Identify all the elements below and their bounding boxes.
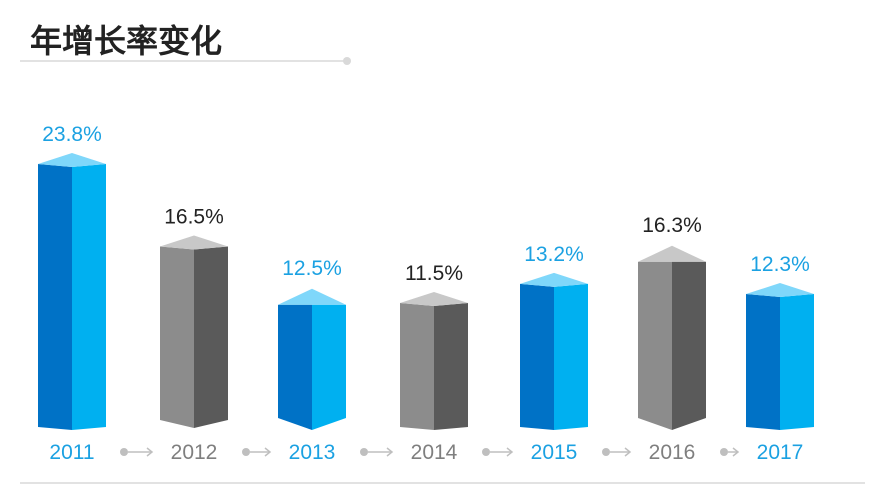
timeline-dot <box>360 448 368 456</box>
bar-front-face <box>746 294 780 430</box>
bar-side-face <box>672 261 706 430</box>
chart-title: 年增长率变化 <box>30 22 222 60</box>
value-label: 12.5% <box>282 257 342 280</box>
bar-side-face <box>780 294 814 430</box>
category-label: 2016 <box>649 441 696 464</box>
category-label: 2017 <box>757 441 804 464</box>
value-label: 12.3% <box>750 253 810 276</box>
arrow-head-icon <box>264 447 272 457</box>
bar-top-face <box>38 153 106 168</box>
value-label: 16.3% <box>642 214 702 237</box>
bar-front-face <box>400 303 434 430</box>
category-label: 2014 <box>411 441 458 464</box>
bars-layer <box>38 153 814 430</box>
arrow-head-icon <box>624 447 632 457</box>
bar-top-face <box>638 245 706 262</box>
timeline-arrow <box>360 447 394 457</box>
bar-front-face <box>160 246 194 428</box>
value-labels-layer: 23.8% 16.5% 12.5% 11.5% 13.2% 16.3% 12.3% <box>42 123 810 285</box>
bar-side-face <box>72 164 106 430</box>
timeline-dot <box>602 448 610 456</box>
timeline-dot <box>720 448 728 456</box>
timeline-dot <box>242 448 250 456</box>
value-label: 23.8% <box>42 123 102 146</box>
timeline-arrow <box>242 447 272 457</box>
bar-2012 <box>160 235 228 428</box>
bar-front-face <box>278 304 312 430</box>
category-label: 2013 <box>289 441 336 464</box>
timeline-dot <box>120 448 128 456</box>
bar-2015 <box>520 272 588 430</box>
bar-front-face <box>38 164 72 430</box>
timeline-arrow <box>120 447 154 457</box>
bar-side-face <box>434 303 468 430</box>
bar-2017 <box>746 283 814 430</box>
timeline-arrows-layer <box>120 447 740 457</box>
bar-top-face <box>746 283 814 298</box>
bar-2016 <box>638 245 706 430</box>
category-label: 2015 <box>531 441 578 464</box>
bar-top-face <box>400 292 468 307</box>
bar-2014 <box>400 292 468 430</box>
bar-front-face <box>520 283 554 430</box>
bar-top-face <box>520 272 588 287</box>
category-label: 2012 <box>171 441 218 464</box>
bar-side-face <box>194 246 228 428</box>
timeline-dot <box>482 448 490 456</box>
bar-2013 <box>278 288 346 430</box>
arrow-head-icon <box>146 447 154 457</box>
arrow-head-icon <box>386 447 394 457</box>
timeline-arrow <box>482 447 514 457</box>
timeline-arrow <box>720 447 740 457</box>
bar-top-face <box>160 235 228 250</box>
bar-side-face <box>554 283 588 430</box>
value-label: 11.5% <box>405 262 463 285</box>
arrow-head-icon <box>506 447 514 457</box>
arrow-head-icon <box>732 447 740 457</box>
value-label: 13.2% <box>524 243 584 266</box>
bar-front-face <box>638 261 672 430</box>
bar-2011 <box>38 153 106 430</box>
category-labels-layer: 2011 2012 2013 2014 2015 2016 2017 <box>49 441 803 464</box>
timeline-arrow <box>602 447 632 457</box>
value-label: 16.5% <box>164 206 224 229</box>
bar-top-face <box>278 288 346 305</box>
title-underline-dot <box>343 57 351 65</box>
bar-side-face <box>312 304 346 430</box>
category-label: 2011 <box>49 441 94 464</box>
